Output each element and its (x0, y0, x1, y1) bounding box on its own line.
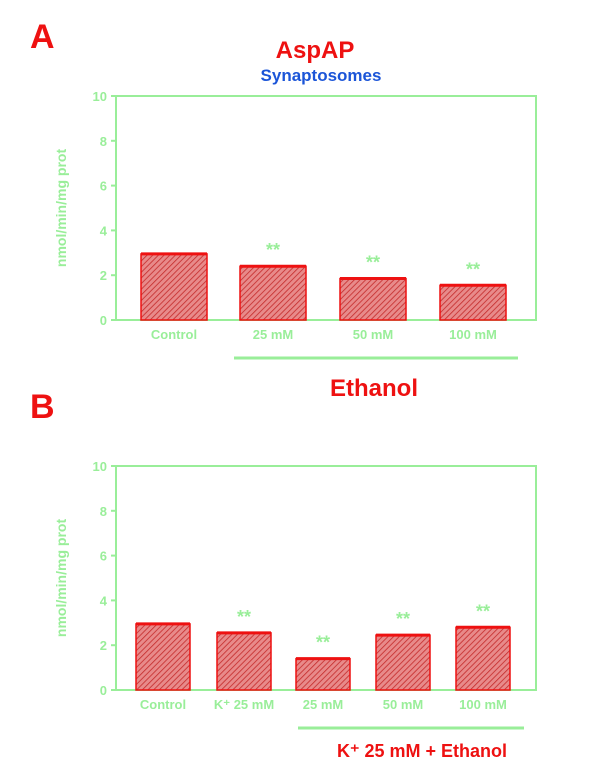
bar (455, 626, 511, 691)
x-tick-label: 50 mM (353, 327, 393, 342)
significance-mark: ** (476, 601, 490, 621)
y-tick-label: 4 (100, 223, 108, 238)
panel-letter: B (30, 388, 55, 426)
bar (375, 634, 431, 691)
y-tick-label: 6 (100, 549, 107, 564)
significance-mark: ** (237, 607, 251, 627)
bar (439, 284, 507, 321)
figure-title: AspAP (276, 37, 355, 64)
bar (239, 265, 307, 321)
y-tick-label: 4 (100, 593, 108, 608)
bar (135, 623, 191, 691)
y-tick-label: 0 (100, 313, 107, 328)
panel-a: A 0 2 4 6 8 10 nmol/min/mg prot Control ** 25 mM **… (30, 18, 537, 402)
x-tick-label: Control (140, 697, 186, 712)
panel-b: B 0 2 4 6 8 10 nmol/min/mg prot Control ** K⁺ 25 m… (30, 388, 537, 761)
y-tick-label: 2 (100, 268, 107, 283)
plot-frame (115, 95, 537, 321)
y-axis-label: nmol/min/mg prot (53, 149, 69, 268)
x-tick-label: 100 mM (449, 327, 497, 342)
y-tick-label: 10 (93, 89, 107, 104)
figure-subtitle: Synaptosomes (261, 66, 382, 85)
bar (339, 277, 407, 321)
x-tick-label: 25 mM (303, 697, 343, 712)
x-tick-label: K⁺ 25 mM (214, 697, 274, 712)
significance-mark: ** (396, 609, 410, 629)
x-tick-label: 100 mM (459, 697, 507, 712)
x-tick-label: 50 mM (383, 697, 423, 712)
x-tick-label: Control (151, 327, 197, 342)
bar (295, 657, 351, 691)
bar (140, 253, 208, 321)
significance-mark: ** (366, 253, 380, 273)
significance-mark: ** (266, 240, 280, 260)
y-tick-label: 10 (93, 459, 107, 474)
group-label: Ethanol (330, 375, 418, 402)
group-label: K⁺ 25 mM + Ethanol (337, 741, 507, 761)
y-tick-label: 6 (100, 179, 107, 194)
y-tick-label: 2 (100, 638, 107, 653)
y-tick-label: 8 (100, 504, 107, 519)
significance-mark: ** (316, 633, 330, 653)
panel-letter: A (30, 18, 55, 56)
y-axis-label: nmol/min/mg prot (53, 519, 69, 638)
y-tick-label: 8 (100, 134, 107, 149)
bar (216, 632, 272, 691)
x-tick-label: 25 mM (253, 327, 293, 342)
significance-mark: ** (466, 259, 480, 279)
y-tick-label: 0 (100, 683, 107, 698)
